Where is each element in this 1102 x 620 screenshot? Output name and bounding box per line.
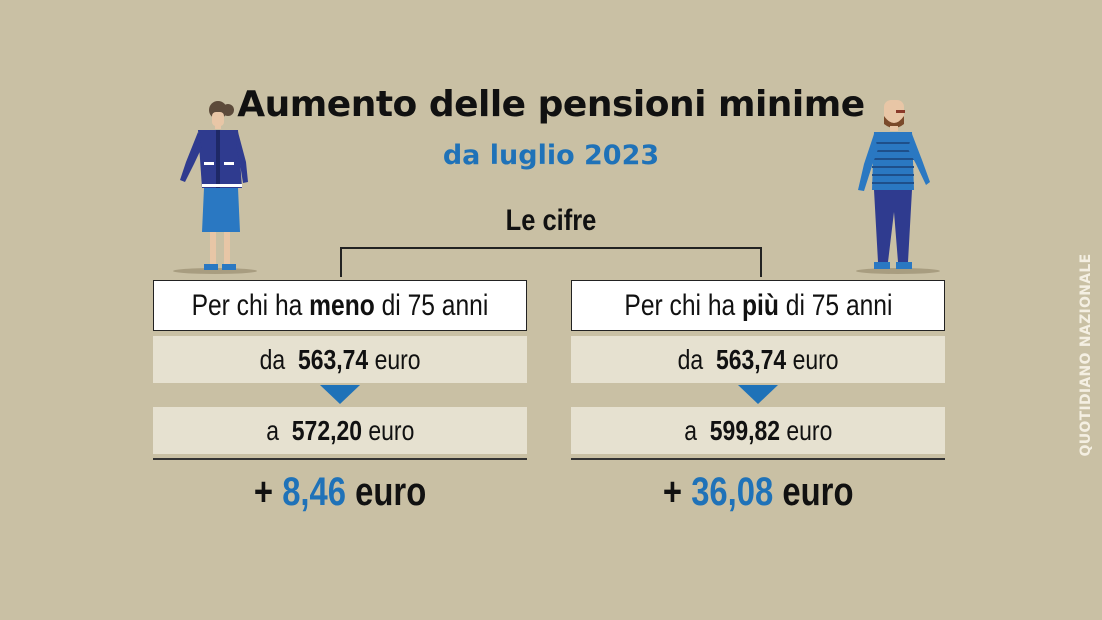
to-unit: euro bbox=[786, 414, 833, 446]
man-figure-icon bbox=[856, 100, 940, 274]
to-value: 599,82 bbox=[709, 414, 780, 446]
bracket-connector bbox=[340, 247, 762, 277]
from-prefix: da bbox=[259, 343, 286, 375]
woman-figure-icon bbox=[173, 101, 257, 274]
to-value: 572,20 bbox=[291, 414, 362, 446]
heading-suffix: di 75 anni bbox=[778, 288, 893, 322]
delta-unit: euro bbox=[782, 470, 854, 514]
delta-sign: + bbox=[662, 470, 682, 514]
increase-amount: + 36,08 euro bbox=[571, 470, 945, 515]
section-label: Le cifre bbox=[505, 204, 597, 237]
heading-emphasis: più bbox=[741, 288, 779, 322]
down-arrow-icon bbox=[320, 385, 360, 404]
page-title: Aumento delle pensioni minime bbox=[237, 84, 865, 125]
from-amount-box: da 563,74 euro bbox=[571, 336, 945, 383]
to-amount-box: a 572,20 euro bbox=[153, 407, 527, 454]
delta-unit: euro bbox=[355, 470, 427, 514]
heading-prefix: Per chi ha bbox=[191, 288, 310, 322]
delta-sign: + bbox=[253, 470, 273, 514]
heading-emphasis: meno bbox=[309, 288, 375, 322]
down-arrow-icon bbox=[738, 385, 778, 404]
to-unit: euro bbox=[368, 414, 415, 446]
heading-suffix: di 75 anni bbox=[374, 288, 489, 322]
increase-amount: + 8,46 euro bbox=[153, 470, 527, 515]
heading-prefix: Per chi ha bbox=[623, 288, 742, 322]
to-amount-box: a 599,82 euro bbox=[571, 407, 945, 454]
divider bbox=[571, 458, 945, 460]
to-prefix: a bbox=[683, 414, 697, 446]
from-prefix: da bbox=[677, 343, 704, 375]
from-unit: euro bbox=[374, 343, 421, 375]
from-value: 563,74 bbox=[297, 343, 369, 375]
to-prefix: a bbox=[265, 414, 279, 446]
from-unit: euro bbox=[792, 343, 839, 375]
divider bbox=[153, 458, 527, 460]
page-subtitle: da luglio 2023 bbox=[442, 140, 660, 171]
from-amount-box: da 563,74 euro bbox=[153, 336, 527, 383]
from-value: 563,74 bbox=[715, 343, 787, 375]
column-heading: Per chi ha più di 75 anni bbox=[571, 280, 945, 331]
delta-value: 8,46 bbox=[282, 470, 346, 514]
source-credit: QUOTIDIANO NAZIONALE bbox=[1078, 253, 1094, 457]
delta-value: 36,08 bbox=[690, 470, 774, 514]
column-heading: Per chi ha meno di 75 anni bbox=[153, 280, 527, 331]
